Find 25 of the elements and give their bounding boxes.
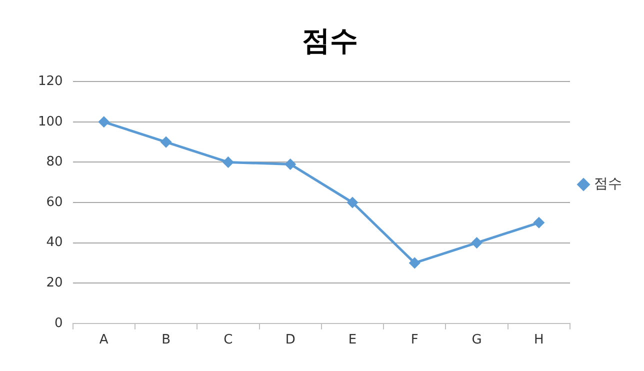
y-tick-label: 0 [54,316,63,331]
y-tick-label: 60 [46,194,63,210]
point [160,136,172,148]
point [222,156,234,168]
x-tick-label: H [534,332,544,348]
point [472,238,482,248]
x-tick-label: F [410,332,418,348]
point [285,158,296,170]
point [534,217,544,228]
x-tick-label: E [348,332,357,348]
legend-label: 점수 [594,176,622,192]
point [409,258,420,268]
x-tick-label: A [99,332,108,348]
y-tick-label: 20 [46,275,63,290]
point [347,197,358,208]
chart-title: 점수 [302,24,358,58]
x-tick-label: C [224,332,233,348]
y-tick-label: 80 [46,154,63,170]
x-tick-label: G [472,332,482,348]
x-tick-label: D [285,332,296,348]
y-tick-label: 100 [38,114,63,130]
y-tick-label: 120 [38,74,63,89]
y-tick-label: 40 [46,235,63,250]
point [98,116,110,128]
x-tick-label: B [162,332,170,348]
